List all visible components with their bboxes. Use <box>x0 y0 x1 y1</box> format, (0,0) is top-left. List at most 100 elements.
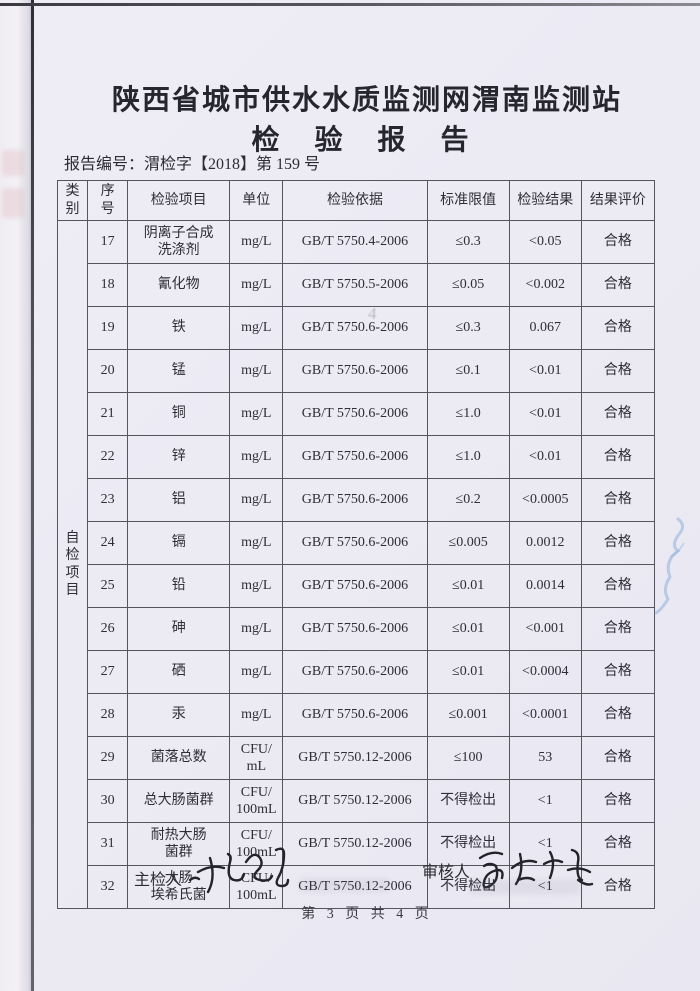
table-row: 26 砷 mg/L GB/T 5750.6-2006 ≤0.01 <0.001 合格 <box>58 607 656 651</box>
cell-no: 27 <box>87 650 129 694</box>
cell-item: 铝 <box>127 478 231 522</box>
ink-bleed-mark <box>300 878 390 892</box>
cell-result: <1 <box>508 779 582 823</box>
cell-evaluation: 合格 <box>580 779 656 823</box>
table-row: 23 铝 mg/L GB/T 5750.6-2006 ≤0.2 <0.0005 合格 <box>58 478 656 522</box>
table-row: 22 锌 mg/L GB/T 5750.6-2006 ≤1.0 <0.01 合格 <box>58 435 656 479</box>
cell-item: 锌 <box>127 435 231 479</box>
cell-basis: GB/T 5750.6-2006 <box>282 435 428 479</box>
cell-result: <0.002 <box>508 263 582 307</box>
cell-evaluation: 合格 <box>580 650 656 694</box>
cell-basis: GB/T 5750.4-2006 <box>282 220 428 264</box>
ink-bleed-mark <box>2 188 24 218</box>
cell-item: 镉 <box>127 521 231 565</box>
cell-no: 21 <box>87 392 129 436</box>
table-row: 19 铁 mg/L GB/T 5750.6-2006 ≤0.3 0.067 合格 <box>58 306 656 350</box>
cell-limit: ≤0.2 <box>426 478 510 522</box>
cell-limit: ≤1.0 <box>426 435 510 479</box>
column-header: 类别 <box>56 180 89 221</box>
cell-limit: 不得检出 <box>426 779 510 823</box>
cell-unit: mg/L <box>229 564 284 608</box>
cell-no: 19 <box>87 306 129 350</box>
cell-no: 23 <box>87 478 129 522</box>
cell-limit: ≤100 <box>426 736 510 780</box>
cell-basis: GB/T 5750.6-2006 <box>282 693 428 737</box>
cell-basis: GB/T 5750.12-2006 <box>282 736 428 780</box>
cell-unit: mg/L <box>229 220 284 264</box>
cell-item: 砷 <box>127 607 231 651</box>
category-cell: 自检 项目 <box>56 220 89 909</box>
cell-basis: GB/T 5750.6-2006 <box>282 650 428 694</box>
cell-unit: mg/L <box>229 607 284 651</box>
cell-limit: ≤0.1 <box>426 349 510 393</box>
page-edge-line <box>31 0 34 991</box>
cell-unit: mg/L <box>229 392 284 436</box>
cell-item: 耐热大肠 菌群 <box>127 822 231 866</box>
cell-basis: GB/T 5750.6-2006 <box>282 521 428 565</box>
cell-unit: mg/L <box>229 435 284 479</box>
cell-item: 硒 <box>127 650 231 694</box>
cell-basis: GB/T 5750.6-2006 <box>282 478 428 522</box>
cell-result: <0.01 <box>508 392 582 436</box>
cell-result: <0.0004 <box>508 650 582 694</box>
cell-evaluation: 合格 <box>580 607 656 651</box>
pencil-mark: 4 <box>367 303 378 324</box>
cell-evaluation: 合格 <box>580 392 656 436</box>
cell-limit: 不得检出 <box>426 865 510 909</box>
cell-unit: CFU/ 100mL <box>229 779 284 823</box>
cell-result: <0.01 <box>508 349 582 393</box>
cell-item: 氰化物 <box>127 263 231 307</box>
cell-evaluation: 合格 <box>580 521 656 565</box>
cell-basis: GB/T 5750.12-2006 <box>282 779 428 823</box>
cell-limit: ≤0.05 <box>426 263 510 307</box>
cell-no: 32 <box>87 865 129 909</box>
cell-limit: ≤0.3 <box>426 220 510 264</box>
cell-item: 菌落总数 <box>127 736 231 780</box>
cell-result: <0.0005 <box>508 478 582 522</box>
cell-basis: GB/T 5750.6-2006 <box>282 349 428 393</box>
column-header: 检验依据 <box>282 180 428 221</box>
cell-no: 20 <box>87 349 129 393</box>
cell-no: 25 <box>87 564 129 608</box>
cell-basis: GB/T 5750.12-2006 <box>282 865 428 909</box>
table-row: 32 大肠 埃希氏菌 CFU/ 100mL GB/T 5750.12-2006 不得检出… <box>58 865 656 909</box>
cell-result: <0.05 <box>508 220 582 264</box>
scanner-margin-strip <box>0 0 31 991</box>
cell-limit: ≤1.0 <box>426 392 510 436</box>
cell-evaluation: 合格 <box>580 220 656 264</box>
cell-basis: GB/T 5750.6-2006 <box>282 607 428 651</box>
table-row: 21 铜 mg/L GB/T 5750.6-2006 ≤1.0 <0.01 合格 <box>58 392 656 436</box>
cell-basis: GB/T 5750.5-2006 <box>282 263 428 307</box>
cell-basis: GB/T 5750.12-2006 <box>282 822 428 866</box>
table-header-row: 类别序 号检验项目 单位 检验依据 标准限值 检验结果 结果评价 <box>56 180 656 221</box>
cell-limit: 不得检出 <box>426 822 510 866</box>
column-header: 序 号 <box>87 180 129 221</box>
cell-evaluation: 合格 <box>580 306 656 350</box>
cell-basis: GB/T 5750.6-2006 <box>282 306 428 350</box>
table-row: 28 汞 mg/L GB/T 5750.6-2006 ≤0.001 <0.0001 合格 <box>58 693 656 737</box>
column-header: 单位 <box>229 180 284 221</box>
inspector-signature <box>188 847 290 894</box>
cell-basis: GB/T 5750.6-2006 <box>282 564 428 608</box>
cell-result: 53 <box>508 736 582 780</box>
cell-evaluation: 合格 <box>580 865 656 909</box>
report-number-line: 报告编号：渭检字【2018】第 159 号 <box>64 150 320 174</box>
cell-item: 锰 <box>127 349 231 393</box>
document-subtitle: 检 验 报 告 <box>251 125 483 156</box>
table-header: 类别序 号检验项目 单位 检验依据 标准限值 检验结果 结果评价 <box>56 180 656 221</box>
cell-unit: CFU/ mL <box>229 736 284 780</box>
column-header: 检验项目 <box>127 180 231 221</box>
cell-item: 总大肠菌群 <box>127 779 231 823</box>
cell-no: 24 <box>87 521 129 565</box>
cell-result: 0.067 <box>508 306 582 350</box>
cell-result: <0.0001 <box>508 693 582 737</box>
table-row: 25 铅 mg/L GB/T 5750.6-2006 ≤0.01 0.0014 合格 <box>58 564 656 608</box>
table-row: 24 镉 mg/L GB/T 5750.6-2006 ≤0.005 0.0012 合格 <box>58 521 656 565</box>
table-row: 31 耐热大肠 菌群 CFU/ 100mL GB/T 5750.12-2006 不得检出… <box>58 822 656 866</box>
cell-unit: CFU/ 100mL <box>229 822 284 866</box>
cell-no: 26 <box>87 607 129 651</box>
cell-evaluation: 合格 <box>580 564 656 608</box>
inspector-label: 主检人 <box>134 872 183 889</box>
cell-evaluation: 合格 <box>580 478 656 522</box>
cell-no: 22 <box>87 435 129 479</box>
